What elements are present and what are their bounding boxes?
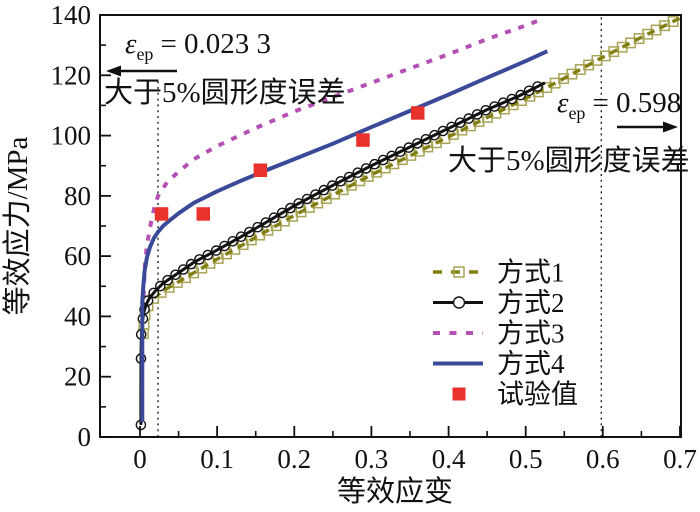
y-tick-label: 60 — [64, 241, 91, 271]
y-tick-label: 40 — [64, 301, 91, 331]
x-tick-label: 0.5 — [509, 444, 543, 474]
legend-label: 方式2 — [497, 288, 565, 318]
data-point-marker — [411, 106, 425, 120]
annotations: εep = 0.023 3 大于5%圆形度误差 εep = 0.598 大于5%圆形度误差 — [104, 28, 690, 177]
x-tick-label: 0.6 — [586, 444, 620, 474]
reference-vlines — [157, 14, 602, 437]
legend-item-4: 方式4 — [433, 349, 565, 379]
legend-label: 方式3 — [497, 319, 565, 349]
x-tick-label: 0.2 — [277, 444, 311, 474]
y-tick-label: 100 — [51, 121, 92, 151]
epsilon-ep-right: εep = 0.598 — [557, 87, 681, 123]
y-tick-label: 0 — [78, 422, 92, 452]
data-point-marker — [253, 163, 268, 177]
legend-label: 方式1 — [497, 258, 565, 288]
x-tick-label: 0.7 — [663, 444, 697, 474]
x-tick-label: 0.1 — [200, 444, 234, 474]
x-tick-label: 0 — [133, 444, 147, 474]
y-tick-label: 80 — [64, 181, 91, 211]
x-axis-title: 等效应变 — [337, 475, 453, 508]
series-试验值 — [154, 106, 425, 221]
arrow-left — [106, 65, 177, 77]
legend-red-square-icon — [452, 387, 466, 401]
legend-item-1: 方式1 — [433, 258, 565, 288]
legend-item-5: 试验值 — [452, 380, 578, 410]
legend-item-2: 方式2 — [433, 288, 565, 318]
arrow-right-head — [663, 121, 678, 133]
data-point-marker — [196, 207, 210, 221]
series-方式3 — [141, 19, 539, 311]
legend-item-3: 方式3 — [433, 319, 565, 349]
legend-label: 试验值 — [497, 380, 578, 410]
y-tick-label: 20 — [64, 362, 91, 392]
legend-circle-marker-icon — [452, 296, 466, 309]
x-tick-label: 0.3 — [355, 444, 389, 474]
legend-square-marker-icon — [453, 266, 465, 278]
y-tick-label: 140 — [51, 0, 92, 30]
roundness-error-right: 大于5%圆形度误差 — [448, 144, 690, 177]
square-marker — [667, 16, 679, 27]
series-line-方式3 — [141, 19, 539, 311]
arrow-right — [617, 121, 678, 133]
epsilon-ep-left: εep = 0.023 3 — [125, 28, 271, 64]
data-point-marker — [356, 133, 370, 147]
y-axis-title: 等效应力/MPa — [1, 136, 34, 315]
y-tick-label: 120 — [51, 60, 92, 90]
roundness-error-left: 大于5%圆形度误差 — [104, 76, 346, 109]
series-layer — [135, 16, 681, 431]
data-point-marker — [154, 207, 169, 221]
x-tick-label: 0.4 — [432, 444, 466, 474]
arrow-left-head — [106, 65, 121, 77]
legend-label: 方式4 — [497, 349, 565, 379]
